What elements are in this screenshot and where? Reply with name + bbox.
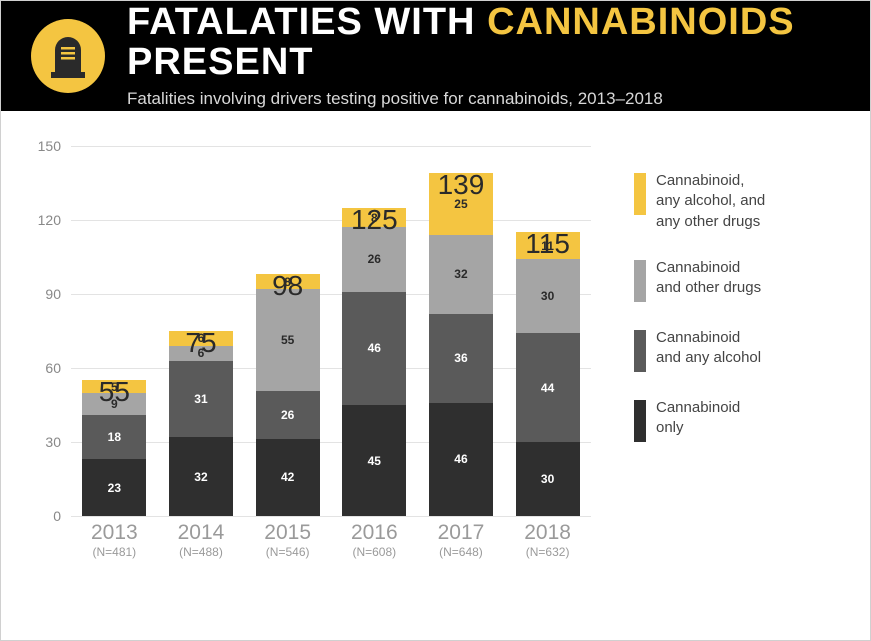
bar-total-label: 98 xyxy=(272,270,303,274)
x-n: (N=632) xyxy=(524,546,571,559)
legend-item-all: Cannabinoid,any alcohol, andany other dr… xyxy=(634,171,834,232)
legend-label: Cannabinoidand any alcohol xyxy=(656,328,761,369)
bar-segment-other: 55 xyxy=(256,289,320,390)
bar-total-label: 75 xyxy=(185,327,216,331)
legend-swatch xyxy=(634,173,646,215)
y-axis-label: 120 xyxy=(31,212,61,228)
x-year: 2014 xyxy=(178,521,225,544)
infographic-container: Fatalaties with Cannabinoids Present Fat… xyxy=(0,0,871,641)
legend-item-only: Cannabinoidonly xyxy=(634,398,834,442)
x-axis-label: 2015 (N=546) xyxy=(264,521,311,559)
bar-segment-only: 23 xyxy=(82,459,146,516)
y-axis-label: 150 xyxy=(31,138,61,154)
x-axis-label: 2017 (N=648) xyxy=(438,521,485,559)
bar-stack: 46363225 xyxy=(429,173,493,516)
x-n: (N=488) xyxy=(178,546,225,559)
chart-bars: 2318955532316675422655898454626812546363… xyxy=(71,146,591,516)
header-subtitle: Fatalities involving drivers testing pos… xyxy=(127,89,840,109)
bar-stack: 4546268 xyxy=(342,208,406,516)
legend-label: Cannabinoid,any alcohol, andany other dr… xyxy=(656,171,765,232)
bar-total-label: 115 xyxy=(525,228,570,232)
x-year: 2017 xyxy=(438,521,485,544)
x-year: 2016 xyxy=(351,521,398,544)
legend-swatch xyxy=(634,400,646,442)
chart-legend: Cannabinoid,any alcohol, andany other dr… xyxy=(634,171,834,442)
bar-segment-only: 42 xyxy=(256,439,320,517)
legend-label: Cannabinoidonly xyxy=(656,398,740,439)
bar-segment-alcohol: 46 xyxy=(342,292,406,405)
bar-group: 422655898 xyxy=(256,274,320,516)
bar-group: 23189555 xyxy=(82,380,146,516)
x-year: 2018 xyxy=(524,521,571,544)
x-n: (N=546) xyxy=(264,546,311,559)
title-post: Present xyxy=(127,41,313,83)
y-axis-label: 60 xyxy=(31,360,61,376)
bar-segment-only: 45 xyxy=(342,405,406,516)
bar-segment-other: 30 xyxy=(516,259,580,333)
bar-segment-only: 32 xyxy=(169,437,233,516)
bar-segment-alcohol: 44 xyxy=(516,333,580,442)
bar-total-label: 125 xyxy=(351,204,398,208)
x-year: 2015 xyxy=(264,521,311,544)
bar-stack: 323166 xyxy=(169,331,233,516)
header-icon-circle xyxy=(31,19,105,93)
bar-stack: 4226558 xyxy=(256,274,320,516)
bar-group: 4546268125 xyxy=(342,208,406,516)
legend-swatch xyxy=(634,330,646,372)
y-axis-label: 90 xyxy=(31,286,61,302)
y-axis-label: 30 xyxy=(31,434,61,450)
x-n: (N=481) xyxy=(91,546,138,559)
x-axis-label: 2014 (N=488) xyxy=(178,521,225,559)
x-axis-label: 2018 (N=632) xyxy=(524,521,571,559)
bar-segment-alcohol: 26 xyxy=(256,391,320,439)
legend-item-alcohol: Cannabinoidand any alcohol xyxy=(634,328,834,372)
bar-segment-only: 46 xyxy=(429,403,493,516)
chart-x-axis: 2013 (N=481) 2014 (N=488) 2015 (N=546) 2016 (N=… xyxy=(71,521,591,559)
bar-segment-alcohol: 36 xyxy=(429,314,493,403)
bar-stack: 30443011 xyxy=(516,232,580,516)
x-n: (N=648) xyxy=(438,546,485,559)
bar-group: 30443011115 xyxy=(516,232,580,516)
x-n: (N=608) xyxy=(351,546,398,559)
header: Fatalaties with Cannabinoids Present Fat… xyxy=(1,1,870,111)
x-year: 2013 xyxy=(91,521,138,544)
title-pre: Fatalaties with xyxy=(127,1,487,43)
tombstone-icon xyxy=(49,34,87,78)
bar-segment-only: 30 xyxy=(516,442,580,516)
bar-segment-alcohol: 31 xyxy=(169,361,233,437)
bar-segment-alcohol: 18 xyxy=(82,415,146,459)
bar-total-label: 55 xyxy=(99,376,130,380)
x-axis-label: 2016 (N=608) xyxy=(351,521,398,559)
title-block: Fatalaties with Cannabinoids Present Fat… xyxy=(127,3,840,109)
legend-swatch xyxy=(634,260,646,302)
title-highlight: Cannabinoids xyxy=(487,1,795,43)
chart-plot-area: 0306090120150 23189555323166754226558984… xyxy=(71,146,591,516)
y-axis-label: 0 xyxy=(31,508,61,524)
legend-label: Cannabinoidand other drugs xyxy=(656,258,761,299)
bar-segment-other: 26 xyxy=(342,227,406,291)
bar-total-label: 139 xyxy=(438,169,485,173)
bar-segment-other: 32 xyxy=(429,235,493,314)
header-title: Fatalaties with Cannabinoids Present xyxy=(127,3,840,83)
grid-line xyxy=(71,516,591,517)
legend-item-other: Cannabinoidand other drugs xyxy=(634,258,834,302)
bar-group: 32316675 xyxy=(169,331,233,516)
bar-group: 46363225139 xyxy=(429,173,493,516)
x-axis-label: 2013 (N=481) xyxy=(91,521,138,559)
